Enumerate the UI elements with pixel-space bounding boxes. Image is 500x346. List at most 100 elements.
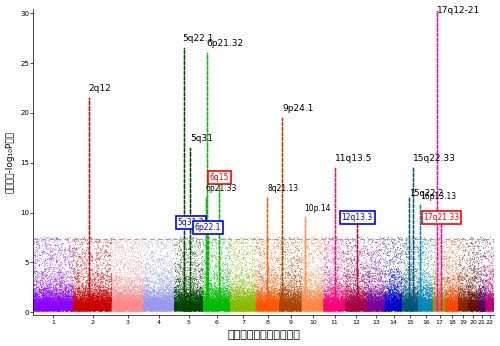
Point <box>392 266 400 272</box>
Point <box>154 290 162 296</box>
Point <box>404 291 412 296</box>
Point <box>418 305 426 311</box>
Point <box>466 301 473 307</box>
Point <box>284 249 292 255</box>
Point <box>64 302 72 307</box>
Point <box>118 284 126 290</box>
Point <box>343 302 351 307</box>
Point <box>154 308 162 313</box>
Point <box>351 306 359 311</box>
Point <box>364 301 372 307</box>
Point <box>488 297 496 303</box>
Point <box>172 307 180 313</box>
Point <box>82 303 90 309</box>
Point <box>450 304 458 310</box>
Point <box>324 296 332 302</box>
Point <box>70 267 78 273</box>
Point <box>432 299 440 304</box>
Point <box>479 280 487 285</box>
Point <box>471 306 479 311</box>
Point <box>188 298 196 304</box>
Point <box>332 237 340 243</box>
Point <box>439 304 447 309</box>
Point <box>400 295 407 300</box>
Point <box>200 275 207 281</box>
Point <box>272 290 280 296</box>
Point <box>177 297 185 302</box>
Point <box>461 299 469 305</box>
Point <box>132 300 140 305</box>
Point <box>467 295 475 301</box>
Point <box>172 307 179 313</box>
Point <box>94 304 102 310</box>
Point <box>351 306 359 311</box>
Point <box>296 307 304 313</box>
Point <box>374 261 382 266</box>
Point <box>164 298 172 304</box>
Point <box>400 301 408 307</box>
Point <box>104 299 112 304</box>
Point <box>480 303 488 309</box>
Point <box>380 307 388 312</box>
Point <box>300 294 308 300</box>
Point <box>230 309 238 315</box>
Point <box>439 298 447 303</box>
Point <box>122 303 130 309</box>
Point <box>290 306 298 311</box>
Point <box>461 302 469 308</box>
Point <box>439 301 447 307</box>
Point <box>144 289 152 295</box>
Point <box>68 300 76 306</box>
Point <box>484 301 492 306</box>
Point <box>292 298 300 303</box>
Point <box>61 287 69 293</box>
Point <box>228 261 236 267</box>
Point <box>356 295 364 300</box>
Point <box>362 298 370 304</box>
Point <box>152 302 160 308</box>
Point <box>218 302 226 308</box>
Point <box>322 246 330 252</box>
Point <box>344 305 351 310</box>
Point <box>146 303 154 308</box>
Point <box>479 281 487 286</box>
Point <box>32 297 40 302</box>
Point <box>98 306 106 311</box>
Point <box>218 308 226 313</box>
Point <box>346 284 354 290</box>
Point <box>203 296 211 302</box>
Point <box>76 295 84 301</box>
Point <box>186 275 194 280</box>
Point <box>347 283 355 289</box>
Point <box>50 290 58 296</box>
Point <box>354 268 362 274</box>
Point <box>276 235 283 240</box>
Point <box>384 306 392 312</box>
Point <box>126 300 134 306</box>
Point <box>208 288 216 293</box>
Point <box>176 306 184 311</box>
Point <box>277 305 285 310</box>
Point <box>192 291 200 297</box>
Point <box>116 303 124 308</box>
Point <box>39 302 47 308</box>
Point <box>354 295 362 300</box>
Point <box>208 306 216 311</box>
Point <box>264 307 272 312</box>
Point <box>111 306 119 311</box>
Point <box>404 301 411 307</box>
Point <box>88 302 96 308</box>
Point <box>366 278 374 283</box>
Point <box>236 306 244 311</box>
Point <box>228 306 236 311</box>
Point <box>477 304 485 310</box>
Point <box>403 244 411 249</box>
Point <box>314 252 322 257</box>
Point <box>180 193 188 199</box>
Point <box>116 306 124 311</box>
Point <box>188 300 196 306</box>
Point <box>434 303 442 308</box>
Point <box>258 301 266 306</box>
Point <box>340 307 348 313</box>
Point <box>466 290 474 296</box>
